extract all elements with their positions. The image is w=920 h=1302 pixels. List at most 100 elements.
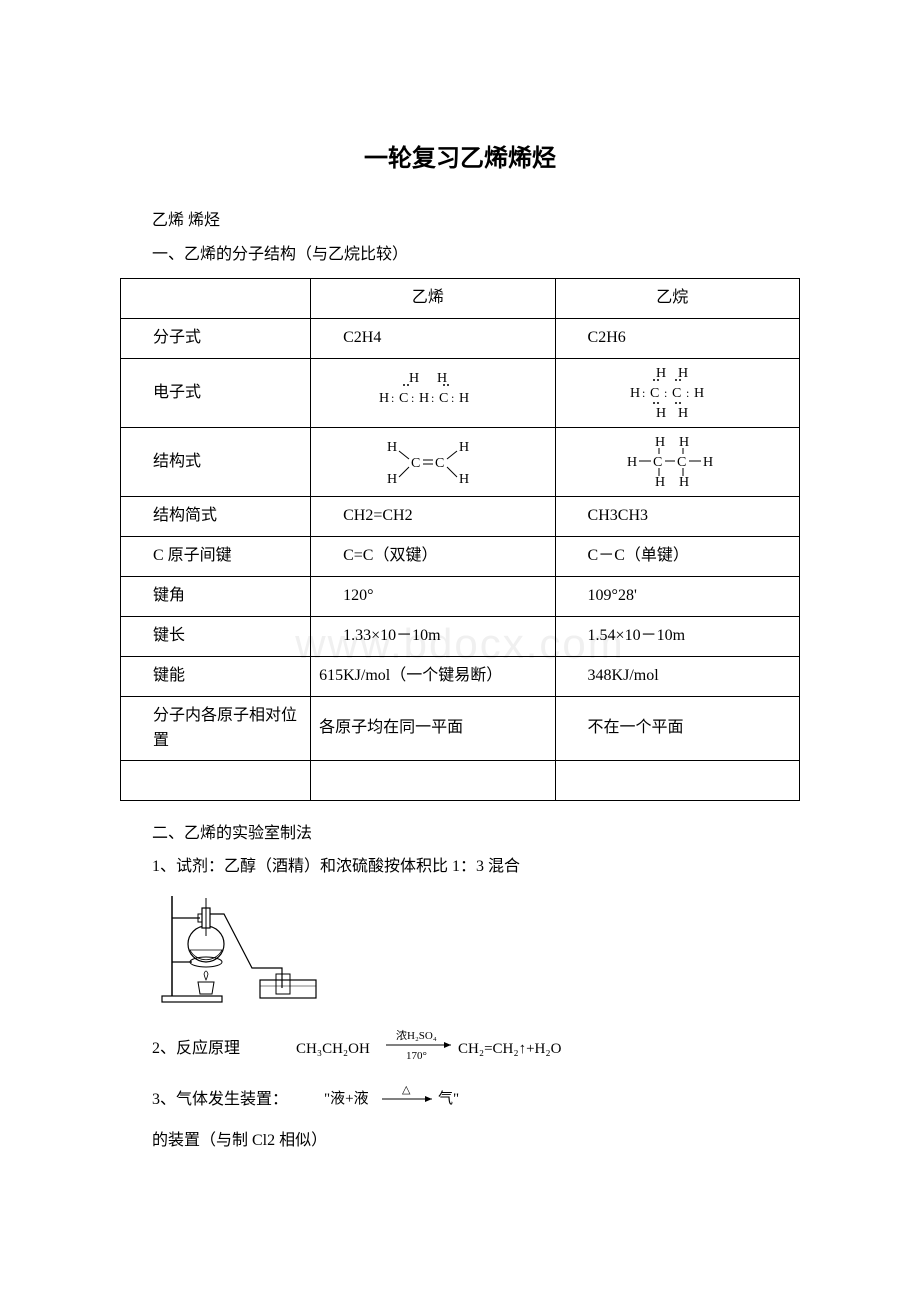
table-row (121, 760, 800, 800)
section2-heading: 二、乙烯的实验室制法 (120, 821, 800, 847)
svg-text:气": 气" (438, 1090, 459, 1107)
svg-text:"液+液: "液+液 (324, 1090, 369, 1107)
table-cell: H H H H C C (311, 427, 555, 496)
table-cell: 键能 (121, 656, 311, 696)
table-cell: 结构式 (121, 427, 311, 496)
svg-text:H: H (694, 386, 704, 401)
svg-text:CH₂=CH₂↑+H₂O: CH₂=CH₂↑+H₂O (458, 1041, 562, 1057)
table-cell: C2H6 (555, 318, 799, 358)
svg-text:H: H (678, 366, 688, 381)
reaction-equation: CH₃CH₂OH 浓H₂SO₄ 170° CH₂=CH₂↑+H₂O (264, 1025, 596, 1074)
svg-text:H: H (655, 475, 665, 490)
svg-text:C: C (439, 391, 448, 406)
svg-text:H: H (387, 472, 397, 487)
svg-text:△: △ (402, 1084, 411, 1096)
svg-text::: : (411, 391, 414, 405)
table-row: 分子内各原子相对位置 各原子均在同一平面 不在一个平面 (121, 696, 800, 760)
table-cell: 1.54×10－10m (555, 616, 799, 656)
table-cell: 615KJ/mol（一个键易断） (311, 656, 555, 696)
svg-text::: : (664, 386, 667, 400)
line3-prefix: 3、气体发生装置： (152, 1091, 288, 1108)
table-cell: C2H4 (311, 318, 555, 358)
table-cell: 电子式 (121, 358, 311, 427)
svg-text:170°: 170° (406, 1050, 427, 1062)
document-content: 一轮复习乙烯烯烃 乙烯 烯烃 一、乙烯的分子结构（与乙烷比较） 乙烯 乙烷 分子… (120, 140, 800, 1153)
table-cell: C 原子间键 (121, 536, 311, 576)
line2-prefix: 2、反应原理 (152, 1040, 240, 1057)
svg-text:C: C (653, 455, 662, 470)
gas-generator-formula: "液+液 △ 气" (292, 1081, 484, 1120)
svg-text:H: H (655, 435, 665, 450)
svg-text:C: C (411, 456, 420, 471)
table-cell: 1.33×10－10m (311, 616, 555, 656)
svg-text:H: H (656, 406, 666, 421)
table-row: 电子式 H H H : C : H : C : H (121, 358, 800, 427)
svg-text:H: H (379, 391, 389, 406)
table-row: 结构简式 CH2=CH2 CH3CH3 (121, 496, 800, 536)
comparison-table: 乙烯 乙烷 分子式 C2H4 C2H6 电子式 H H H : C : H : … (120, 278, 800, 801)
table-cell: H H H : C : C : H H H (555, 358, 799, 427)
ethane-electron-formula: H H H : C : C : H H H (622, 365, 722, 421)
svg-text:CH₃CH₂OH: CH₃CH₂OH (296, 1041, 370, 1057)
svg-text::: : (451, 391, 454, 405)
table-row: 乙烯 乙烷 (121, 278, 800, 318)
intro-line-1: 乙烯 烯烃 (120, 208, 800, 234)
table-cell: 乙烷 (555, 278, 799, 318)
table-cell (121, 278, 311, 318)
table-cell: CH2=CH2 (311, 496, 555, 536)
svg-text:C: C (677, 455, 686, 470)
table-cell: 键角 (121, 576, 311, 616)
table-cell: 键长 (121, 616, 311, 656)
table-cell: CH3CH3 (555, 496, 799, 536)
intro-line-2: 一、乙烯的分子结构（与乙烷比较） (120, 242, 800, 268)
table-cell: 120° (311, 576, 555, 616)
page-title: 一轮复习乙烯烯烃 (120, 140, 800, 178)
table-cell: H H H : C : H : C : H (311, 358, 555, 427)
table-row: 键能 615KJ/mol（一个键易断） 348KJ/mol (121, 656, 800, 696)
svg-text:H: H (419, 391, 429, 406)
svg-text:H: H (630, 386, 640, 401)
table-cell: C－C（单键） (555, 536, 799, 576)
table-cell: 乙烯 (311, 278, 555, 318)
svg-text:C: C (399, 391, 408, 406)
ethane-structural-formula: H H H C C H H H (617, 434, 727, 490)
table-cell: 分子式 (121, 318, 311, 358)
section2-line3: 3、气体发生装置： "液+液 △ 气" (120, 1081, 800, 1120)
svg-text:C: C (650, 386, 659, 401)
ethene-structural-formula: H H H H C C (373, 437, 483, 487)
svg-text:H: H (679, 435, 689, 450)
table-cell (311, 760, 555, 800)
table-cell: 109°28' (555, 576, 799, 616)
table-row: 分子式 C2H4 C2H6 (121, 318, 800, 358)
svg-text:H: H (703, 455, 713, 470)
table-cell (555, 760, 799, 800)
section2-line2: 2、反应原理 CH₃CH₂OH 浓H₂SO₄ 170° CH₂=CH₂↑+H₂O (120, 1025, 800, 1074)
section2-line4: 的装置（与制 Cl2 相似） (120, 1128, 800, 1154)
section2-line1: 1、试剂：乙醇（酒精）和浓硫酸按体积比 1：3 混合 (120, 854, 800, 880)
svg-text::: : (686, 386, 689, 400)
svg-text:H: H (679, 475, 689, 490)
table-cell: H H H C C H H H (555, 427, 799, 496)
table-row: 键长 1.33×10－10m 1.54×10－10m (121, 616, 800, 656)
table-row: C 原子间键 C=C（双键） C－C（单键） (121, 536, 800, 576)
table-row: 键角 120° 109°28' (121, 576, 800, 616)
table-cell: 分子内各原子相对位置 (121, 696, 311, 760)
svg-text:H: H (627, 455, 637, 470)
svg-text:H: H (656, 366, 666, 381)
table-cell: 348KJ/mol (555, 656, 799, 696)
table-cell: 不在一个平面 (555, 696, 799, 760)
svg-text:C: C (672, 386, 681, 401)
svg-text::: : (431, 391, 434, 405)
svg-text:C: C (435, 456, 444, 471)
svg-text::: : (642, 386, 645, 400)
svg-text:H: H (409, 371, 419, 386)
ethene-electron-formula: H H H : C : H : C : H (373, 370, 483, 416)
table-cell (121, 760, 311, 800)
svg-text:H: H (459, 472, 469, 487)
svg-text:H: H (437, 371, 447, 386)
apparatus-diagram (152, 888, 800, 1017)
svg-text::: : (391, 391, 394, 405)
svg-text:H: H (459, 440, 469, 455)
table-row: 结构式 H H H H C C (121, 427, 800, 496)
table-cell: C=C（双键） (311, 536, 555, 576)
